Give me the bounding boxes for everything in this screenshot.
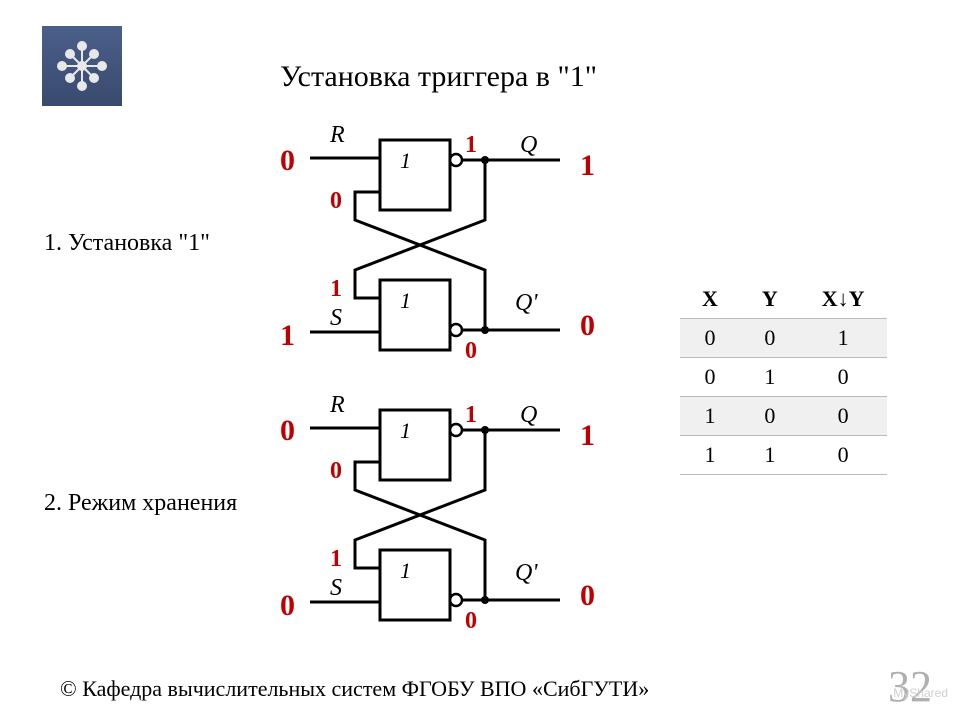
bot-gate-out: 0 bbox=[465, 338, 477, 364]
table-row: 1 1 0 bbox=[680, 436, 887, 475]
r-label: R bbox=[329, 392, 345, 418]
s-label: S bbox=[330, 575, 342, 601]
s-value: 1 bbox=[280, 319, 295, 352]
svg-text:1: 1 bbox=[400, 148, 411, 173]
logo-icon bbox=[42, 26, 122, 106]
fb-bot: 1 bbox=[330, 276, 342, 302]
table-row: 0 1 0 bbox=[680, 358, 887, 397]
rs-latch-diagram-2: 1 1 R 0 S 0 Q 1 Q' 0 1 0 0 1 bbox=[260, 390, 640, 640]
s-value: 0 bbox=[280, 589, 295, 622]
qp-value: 0 bbox=[580, 309, 595, 342]
watermark: MyShared bbox=[893, 686, 948, 700]
q-label: Q bbox=[520, 402, 537, 428]
slide-title: Установка триггера в "1" bbox=[280, 60, 597, 94]
qp-value: 0 bbox=[580, 579, 595, 612]
svg-text:1: 1 bbox=[400, 558, 411, 583]
qp-label: Q' bbox=[515, 290, 538, 316]
table-row: 0 0 1 bbox=[680, 319, 887, 358]
bot-gate-out: 0 bbox=[465, 608, 477, 634]
r-value: 0 bbox=[280, 144, 295, 177]
col-y: Y bbox=[740, 280, 800, 319]
caption-store-mode: 2. Режим хранения bbox=[44, 490, 237, 517]
footer-copyright: © Кафедра вычислительных систем ФГОБУ ВП… bbox=[60, 676, 649, 702]
q-value: 1 bbox=[580, 419, 595, 452]
q-label: Q bbox=[520, 132, 537, 158]
fb-top: 0 bbox=[330, 188, 342, 214]
svg-text:1: 1 bbox=[400, 288, 411, 313]
top-gate-out: 1 bbox=[465, 402, 477, 428]
nor-truth-table: X Y X↓Y 0 0 1 0 1 0 1 0 0 1 1 0 bbox=[680, 280, 887, 475]
r-label: R bbox=[329, 122, 345, 148]
col-xy: X↓Y bbox=[800, 280, 887, 319]
svg-text:1: 1 bbox=[400, 418, 411, 443]
top-gate-out: 1 bbox=[465, 132, 477, 158]
qp-label: Q' bbox=[515, 560, 538, 586]
slide-page: Установка триггера в "1" 1. Установка "1… bbox=[0, 0, 960, 720]
s-label: S bbox=[330, 305, 342, 331]
fb-bot: 1 bbox=[330, 546, 342, 572]
r-value: 0 bbox=[280, 414, 295, 447]
col-x: X bbox=[680, 280, 740, 319]
rs-latch-diagram-1: 1 1 R 0 S 1 Q 1 Q' bbox=[260, 120, 640, 370]
fb-top: 0 bbox=[330, 458, 342, 484]
table-row: 1 0 0 bbox=[680, 397, 887, 436]
q-value: 1 bbox=[580, 149, 595, 182]
caption-set-1: 1. Установка "1" bbox=[44, 230, 210, 257]
